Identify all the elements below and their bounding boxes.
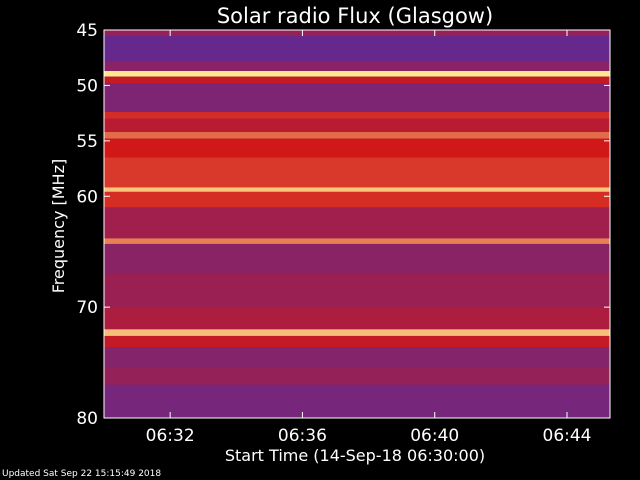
frequency-band-0	[104, 30, 610, 36]
frequency-band-14	[104, 238, 610, 244]
frequency-band-9	[104, 138, 610, 158]
frequency-band-16	[104, 273, 610, 308]
x-tick-label-0: 06:32	[146, 426, 195, 446]
frequency-band-18	[104, 329, 610, 336]
y-tick-label-0: 45	[76, 21, 98, 41]
x-tick-label-2: 06:40	[410, 426, 459, 446]
plot-area	[104, 30, 610, 418]
frequency-band-11	[104, 187, 610, 192]
plot-frame	[103, 29, 611, 419]
frequency-band-6	[104, 112, 610, 119]
x-tick-label-3: 06:44	[543, 426, 592, 446]
frequency-band-5	[104, 83, 610, 113]
x-axis: 06:32 06:36 06:40 06:44	[146, 30, 592, 446]
y-tick-label-4: 70	[76, 298, 98, 318]
frequency-band-20	[104, 347, 610, 369]
frequency-band-15	[104, 243, 610, 274]
frequency-band-8	[104, 131, 610, 139]
frequency-band-7	[104, 118, 610, 132]
x-axis-label: Start Time (14-Sep-18 06:30:00)	[225, 446, 485, 465]
y-tick-label-1: 50	[76, 76, 98, 96]
frequency-band-10	[104, 157, 610, 188]
y-axis-label: Frequency [MHz]	[49, 159, 68, 293]
y-tick-label-5: 80	[76, 409, 98, 429]
frequency-band-17	[104, 307, 610, 330]
frequency-band-2	[104, 61, 610, 72]
y-tick-label-3: 60	[76, 187, 98, 207]
frequency-band-4	[104, 76, 610, 84]
frequency-band-1	[104, 35, 610, 62]
plot-border	[103, 29, 611, 419]
chart-title: Solar radio Flux (Glasgow)	[217, 4, 493, 28]
updated-timestamp: Updated Sat Sep 22 15:15:49 2018	[2, 469, 162, 479]
frequency-band-22	[104, 384, 610, 418]
frequency-band-13	[104, 207, 610, 239]
frequency-band-19	[104, 335, 610, 348]
y-tick-label-2: 55	[76, 132, 98, 152]
frequency-band-12	[104, 191, 610, 208]
frequency-band-21	[104, 368, 610, 385]
frequency-band-3	[104, 71, 610, 77]
y-axis: 45 50 55 60 70 80	[76, 21, 610, 429]
x-tick-label-1: 06:36	[278, 426, 327, 446]
